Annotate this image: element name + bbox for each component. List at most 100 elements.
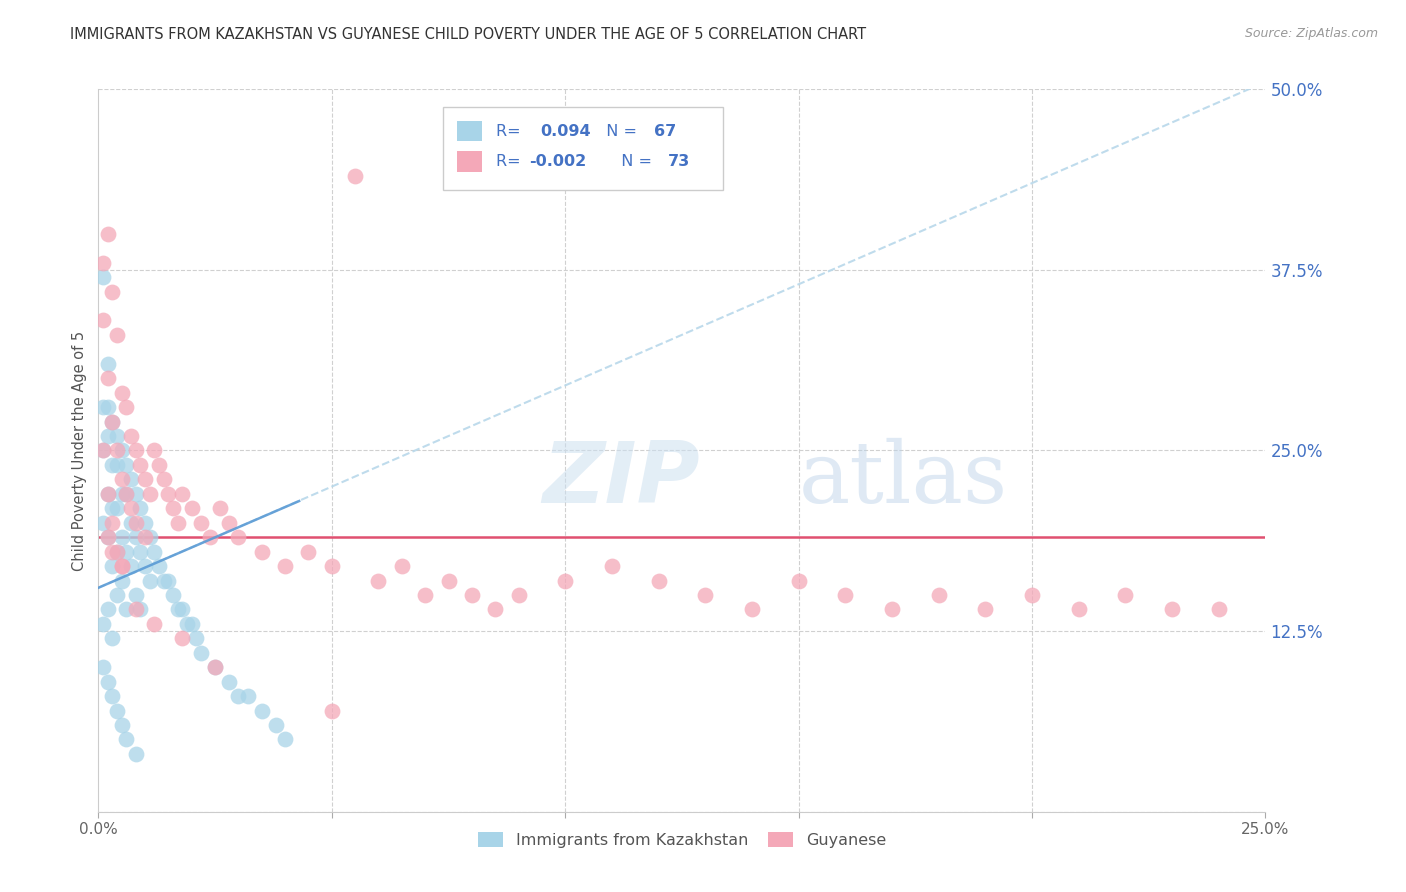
Point	[250, 544, 273, 558]
Point	[600, 559, 623, 574]
Point	[176, 616, 198, 631]
Point	[554, 574, 576, 588]
Point	[139, 574, 162, 588]
FancyBboxPatch shape	[443, 107, 723, 190]
Point	[129, 544, 152, 558]
Point	[134, 530, 156, 544]
Point	[105, 327, 128, 342]
Point	[162, 588, 184, 602]
Point	[91, 313, 114, 327]
Point	[134, 559, 156, 574]
Point	[880, 602, 903, 616]
Point	[101, 285, 124, 299]
Point	[120, 472, 142, 486]
Point	[166, 516, 188, 530]
Point	[139, 530, 162, 544]
Point	[208, 501, 231, 516]
Point	[125, 602, 148, 616]
Point	[97, 371, 120, 385]
Point	[129, 602, 152, 616]
Point	[91, 516, 114, 530]
Point	[101, 415, 124, 429]
Point	[148, 458, 170, 472]
Point	[180, 616, 202, 631]
Point	[115, 400, 138, 414]
Point	[157, 487, 180, 501]
Point	[91, 660, 114, 674]
Point	[105, 429, 128, 443]
Point	[1161, 602, 1184, 616]
Point	[143, 616, 166, 631]
Point	[1208, 602, 1230, 616]
Point	[928, 588, 950, 602]
Point	[111, 472, 134, 486]
Point	[297, 544, 319, 558]
Point	[115, 458, 138, 472]
Text: R=: R=	[496, 124, 531, 138]
Point	[91, 270, 114, 285]
Point	[97, 357, 120, 371]
Point	[97, 429, 120, 443]
Point	[148, 559, 170, 574]
Text: 0.094: 0.094	[541, 124, 592, 138]
Point	[461, 588, 484, 602]
Point	[218, 516, 240, 530]
Point	[274, 559, 297, 574]
Point	[186, 632, 208, 646]
Point	[741, 602, 763, 616]
Point	[97, 227, 120, 241]
Point	[204, 660, 226, 674]
Point	[190, 646, 212, 660]
Point	[344, 169, 367, 183]
Point	[101, 632, 124, 646]
Point	[367, 574, 389, 588]
Point	[125, 747, 148, 761]
Point	[134, 516, 156, 530]
Point	[101, 458, 124, 472]
Point	[228, 530, 250, 544]
Point	[105, 544, 128, 558]
Point	[139, 487, 162, 501]
Point	[787, 574, 810, 588]
Point	[180, 501, 202, 516]
Text: R=: R=	[496, 154, 526, 169]
Point	[152, 574, 174, 588]
Point	[437, 574, 460, 588]
Point	[97, 400, 120, 414]
Point	[101, 689, 124, 703]
Point	[172, 602, 194, 616]
Point	[236, 689, 259, 703]
Point	[172, 632, 194, 646]
Point	[484, 602, 506, 616]
Point	[218, 674, 240, 689]
Text: Source: ZipAtlas.com: Source: ZipAtlas.com	[1244, 27, 1378, 40]
Point	[250, 704, 273, 718]
Point	[105, 458, 128, 472]
Point	[125, 530, 148, 544]
Point	[91, 400, 114, 414]
Point	[91, 443, 114, 458]
Y-axis label: Child Poverty Under the Age of 5: Child Poverty Under the Age of 5	[72, 330, 87, 571]
Point	[91, 616, 114, 631]
Text: IMMIGRANTS FROM KAZAKHSTAN VS GUYANESE CHILD POVERTY UNDER THE AGE OF 5 CORRELAT: IMMIGRANTS FROM KAZAKHSTAN VS GUYANESE C…	[70, 27, 866, 42]
Point	[97, 487, 120, 501]
Point	[97, 602, 120, 616]
Point	[111, 559, 134, 574]
Text: atlas: atlas	[799, 438, 1008, 521]
Text: ZIP: ZIP	[541, 438, 700, 521]
Point	[101, 516, 124, 530]
Point	[115, 487, 138, 501]
Point	[143, 443, 166, 458]
Point	[129, 458, 152, 472]
Point	[129, 501, 152, 516]
Point	[143, 544, 166, 558]
FancyBboxPatch shape	[457, 121, 482, 141]
Point	[190, 516, 212, 530]
Point	[111, 385, 134, 400]
Point	[111, 443, 134, 458]
Point	[105, 704, 128, 718]
Point	[162, 501, 184, 516]
Point	[647, 574, 669, 588]
Point	[115, 487, 138, 501]
Point	[101, 544, 124, 558]
